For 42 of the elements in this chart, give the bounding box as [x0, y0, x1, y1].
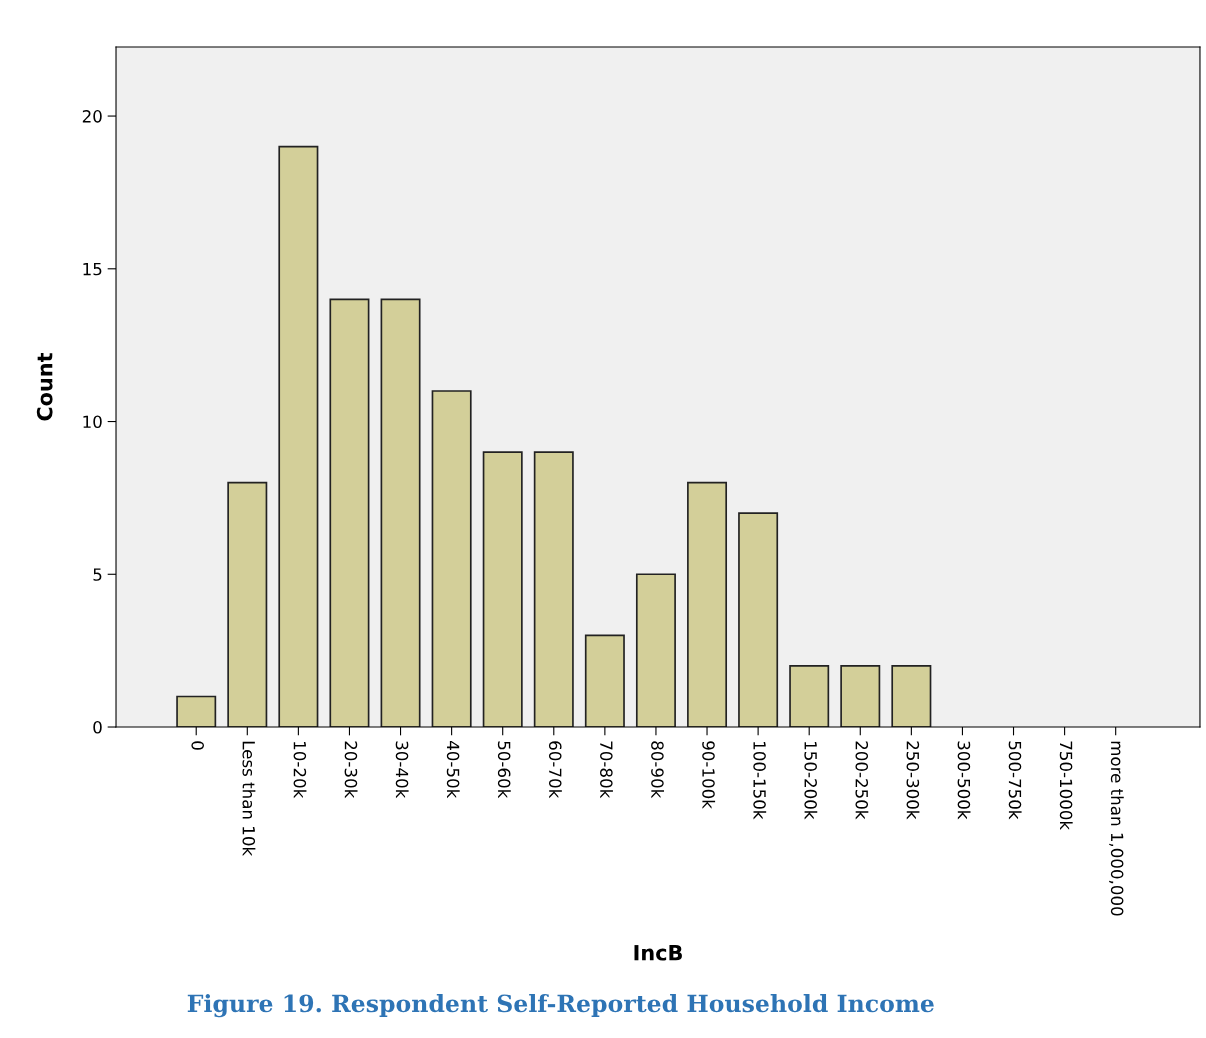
x-tick-label: 50-60k [497, 741, 511, 799]
y-tick-label: 15 [83, 262, 102, 276]
bar [840, 665, 881, 728]
x-tick-label: more than 1,000,000 [1109, 741, 1124, 916]
y-tick-label: 10 [83, 415, 102, 429]
x-tick-label: 90-100k [702, 741, 716, 809]
x-tick-label: 30-40k [395, 741, 409, 799]
x-tick-label: 80-90k [651, 741, 665, 799]
bar [227, 481, 268, 728]
x-tick-label: 40-50k [446, 741, 460, 799]
x-tick-label: 200-250k [855, 741, 869, 820]
x-tick-label: 60-70k [548, 741, 562, 799]
x-tick-label: 500-750k [1008, 741, 1022, 820]
bar [533, 451, 574, 728]
bar [278, 145, 319, 728]
x-tick-label: 20-30k [344, 741, 358, 799]
bar [176, 695, 217, 728]
y-tick-label: 0 [93, 720, 102, 734]
bar [789, 665, 830, 728]
y-tick-label: 5 [93, 568, 102, 581]
x-tick-label: 150-200k [804, 742, 818, 820]
bar [687, 481, 728, 728]
caption: Figure 19. Respondent Self-Reported Household Income [187, 994, 934, 1018]
x-tick-label: 750-1000k [1059, 741, 1073, 831]
bar [482, 451, 523, 728]
x-tick-label: 10-20k [293, 742, 307, 799]
bar [891, 665, 932, 728]
x-tick-label: 300-500k [957, 741, 971, 820]
bar [329, 298, 370, 728]
x-tick-label: 70-80k [600, 741, 613, 799]
x-tick-label: Less than 10k [242, 741, 256, 857]
x-axis-title: IncB [634, 945, 682, 961]
x-tick-label: 250-300k [906, 741, 920, 820]
bar [635, 573, 676, 728]
bar [431, 390, 472, 728]
y-axis-title: Count [36, 352, 53, 421]
x-tick-label: 100-150k [753, 742, 767, 820]
y-tick-label: 20 [82, 110, 102, 123]
bar [584, 634, 625, 728]
bar [380, 298, 421, 728]
x-tick-label: 0 [191, 741, 204, 750]
bar [738, 512, 779, 728]
